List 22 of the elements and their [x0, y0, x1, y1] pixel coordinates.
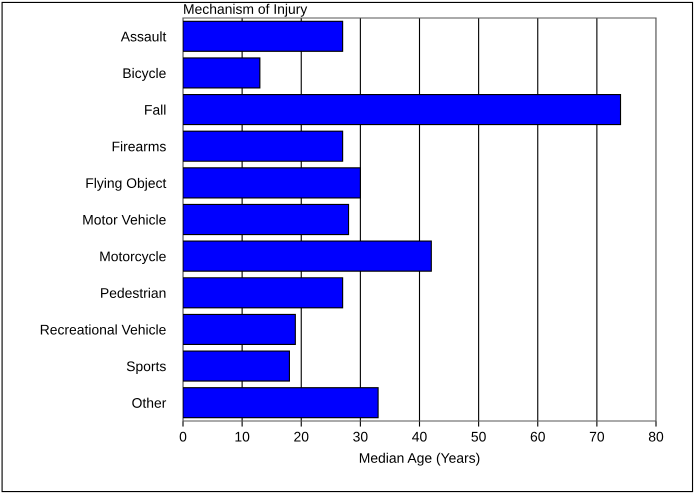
x-tick-label: 10	[235, 432, 250, 442]
y-tick-label: Sports	[126, 361, 166, 374]
x-tick-label: 70	[590, 432, 604, 442]
y-tick-label: Motorcycle	[100, 251, 166, 264]
y-tick-label: Motor Vehicle	[83, 214, 166, 225]
y-tick-label: Fall	[145, 104, 166, 115]
y-tick-label: Other	[132, 398, 166, 408]
y-tick-label: Pedestrian	[101, 288, 166, 298]
y-tick-label: Recreational Vehicle	[40, 324, 166, 335]
x-axis-title: Median Age (Years)	[360, 452, 480, 466]
chart-title: Mechanism of Injury	[184, 4, 308, 17]
y-tick-label: Assault	[120, 31, 166, 42]
y-tick-label: Flying Object	[86, 178, 166, 191]
x-tick-label: 40	[412, 432, 427, 442]
x-tick-label: 50	[471, 432, 486, 442]
x-tick-label: 80	[648, 432, 664, 442]
x-tick-label: 0	[180, 432, 186, 442]
x-tick-label: 20	[294, 432, 308, 442]
x-tick-label: 60	[530, 432, 545, 442]
x-tick-label: 30	[353, 432, 368, 442]
y-tick-label: Firearms	[112, 141, 166, 152]
y-tick-label: Bicycle	[123, 68, 166, 81]
